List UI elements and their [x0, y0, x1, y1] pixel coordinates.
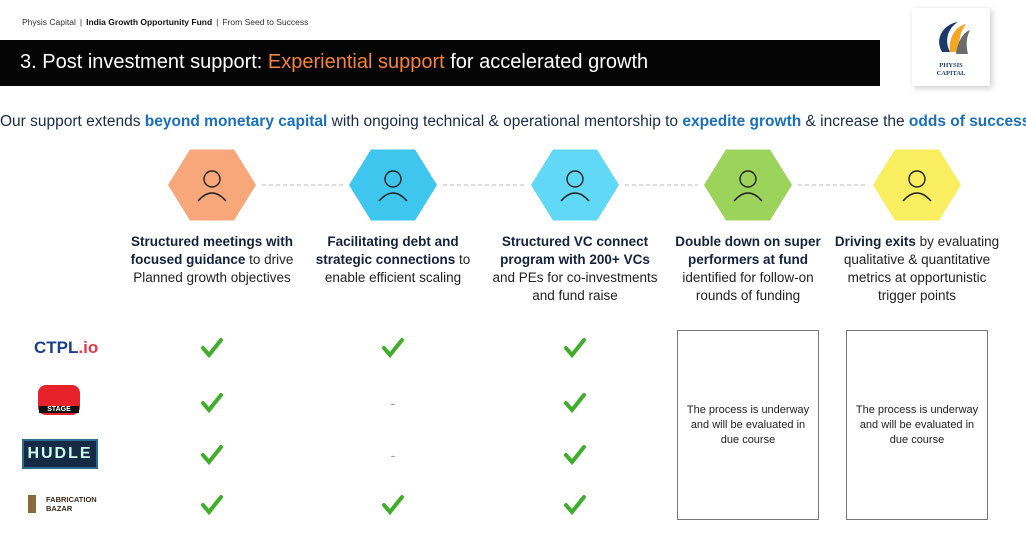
- company-logo: CTPL.io: [34, 338, 98, 358]
- breadcrumb-item: India Growth Opportunity Fund: [86, 17, 213, 27]
- icon-part: [384, 170, 402, 188]
- text-segment: .io: [78, 338, 99, 357]
- pending-box: The process is underway and will be eval…: [677, 330, 819, 520]
- text-segment: Double down on super performers at fund: [675, 234, 821, 267]
- logo-line: BAZAR: [46, 504, 73, 513]
- text-segment: & increase the: [801, 113, 909, 130]
- text-segment: odds of success: [908, 113, 1026, 130]
- text-segment: beyond monetary capital: [144, 113, 328, 130]
- breadcrumb-item: From Seed to Success: [222, 17, 309, 27]
- text-segment: for accelerated growth: [444, 51, 649, 73]
- icon-part: [378, 192, 408, 202]
- check-mark: [564, 338, 586, 359]
- company-logo: STAGE: [38, 385, 80, 415]
- logo-line: FABRICATION: [46, 495, 97, 504]
- text-segment: HUDLE: [27, 445, 93, 462]
- text-segment: to drive Planned growth objectives: [133, 252, 294, 285]
- dash: -: [390, 447, 396, 463]
- text-segment: identified for follow-on rounds of fundi…: [682, 270, 814, 303]
- title-bar: [0, 40, 880, 86]
- text-segment: and PEs for co-investments and fund rais…: [492, 270, 658, 303]
- check-mark: [201, 393, 223, 414]
- column-text: Structured VC connect program with 200+ …: [490, 233, 660, 305]
- separator: |: [216, 17, 219, 27]
- text-segment: Structured meetings with focused guidanc…: [130, 234, 294, 267]
- column-text: Structured meetings with focused guidanc…: [127, 233, 297, 287]
- breadcrumb-item: Physis Capital: [22, 17, 76, 27]
- separator: |: [79, 17, 83, 27]
- icon-part: [566, 170, 584, 188]
- text-segment: by evaluating qualitative & quantitative…: [843, 234, 1000, 303]
- column-text: Double down on super performers at fund …: [663, 233, 833, 305]
- text-segment: Structured VC connect program with 200+ …: [500, 234, 650, 267]
- icon-part: [560, 192, 590, 202]
- logo-line: PHYSIS: [939, 62, 963, 69]
- hexagon: [168, 149, 256, 221]
- column-text: Driving exits by evaluating qualitative …: [832, 233, 1002, 305]
- logo-mark: [939, 22, 970, 54]
- pending-box: The process is underway and will be eval…: [846, 330, 988, 520]
- company-logo: FABRICATION BAZAR: [28, 495, 97, 513]
- text-segment: Our support extends: [0, 113, 145, 130]
- text-segment: to enable efficient scaling: [324, 252, 471, 285]
- breadcrumb: Physis Capital | India Growth Opportunity …: [22, 17, 308, 27]
- icon: [197, 170, 227, 202]
- logo-line: CAPITAL: [936, 70, 966, 77]
- check-mark: [564, 393, 586, 414]
- dash: -: [390, 395, 396, 411]
- logo-text: PHYSIS CAPITAL: [912, 62, 990, 78]
- hexagon: [704, 149, 792, 221]
- text-segment: Facilitating debt and strategic connecti…: [315, 234, 459, 267]
- check-mark: [201, 495, 223, 516]
- icon-part: [203, 170, 221, 188]
- icon-part: [197, 192, 227, 202]
- check-mark: [382, 495, 404, 516]
- icon: [733, 170, 763, 202]
- icon-part: [739, 170, 757, 188]
- check-mark: [564, 445, 586, 466]
- company-logo: HUDLE: [22, 439, 98, 469]
- text-segment: CTPL: [34, 338, 79, 357]
- logo-label: STAGE: [39, 406, 79, 413]
- logo-card: [912, 8, 990, 86]
- hexagon: [873, 149, 961, 221]
- icon-part: [908, 170, 926, 188]
- check-mark: [382, 338, 404, 359]
- icon: [378, 170, 408, 202]
- check-mark: [564, 495, 586, 516]
- text-segment: Driving exits: [834, 234, 916, 249]
- icon-part: [902, 192, 932, 202]
- text-segment: with ongoing technical & operational men…: [327, 113, 683, 130]
- text-segment: 3. Post investment support:: [20, 51, 268, 73]
- text-segment: Experiential support: [267, 51, 445, 73]
- icon: [902, 170, 932, 202]
- check-mark: [201, 445, 223, 466]
- icon: [560, 170, 590, 202]
- text-segment: expedite growth: [682, 113, 802, 130]
- slide-title: 3. Post investment support: Experiential…: [20, 51, 648, 74]
- check-mark: [201, 338, 223, 359]
- icon-part: [733, 192, 763, 202]
- column-text: Facilitating debt and strategic connecti…: [308, 233, 478, 287]
- hexagon: [349, 149, 437, 221]
- subtitle: Our support extends beyond monetary capi…: [0, 113, 1026, 131]
- hexagon: [531, 149, 619, 221]
